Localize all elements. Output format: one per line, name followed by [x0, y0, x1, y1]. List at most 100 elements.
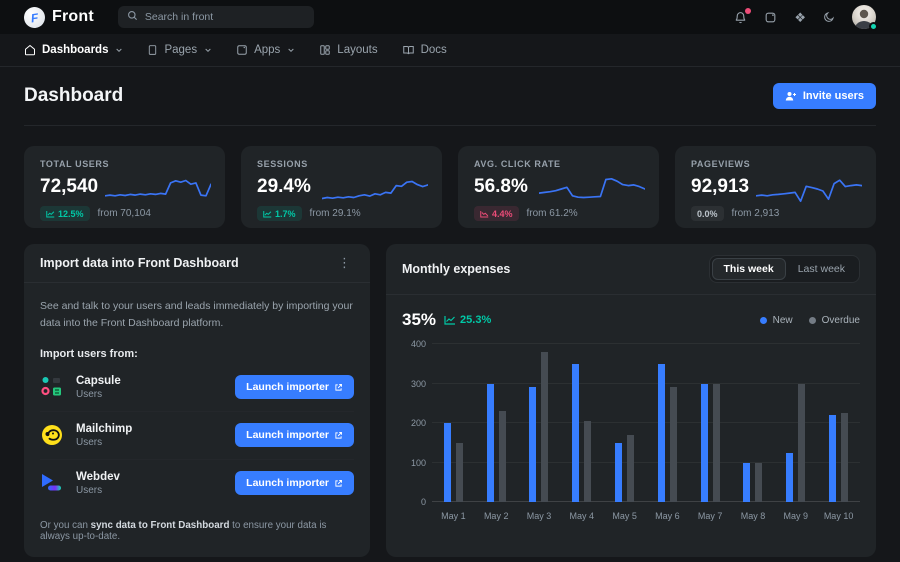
nav-item-dashboards[interactable]: Dashboards: [24, 44, 123, 56]
notifications-bell-icon[interactable]: [734, 11, 747, 24]
bar-new: [487, 384, 494, 503]
activity-panel-icon[interactable]: [764, 11, 777, 24]
legend-item-new[interactable]: New: [760, 315, 793, 326]
bar-new: [786, 453, 793, 502]
trend-badge: 1.7%: [257, 206, 302, 221]
bar-new: [743, 463, 750, 503]
sparkline: [105, 172, 211, 211]
trend-up-icon: [263, 210, 272, 218]
chevron-down-icon: [287, 46, 295, 54]
chevron-down-icon: [204, 46, 212, 54]
stat-card-sessions[interactable]: Sessions 29.4% 1.7% from 29.1%: [241, 146, 442, 228]
stat-label: Pageviews: [691, 159, 860, 169]
import-footer-note: Or you can sync data to Front Dashboard …: [40, 520, 354, 542]
launch-importer-button-webdev[interactable]: Launch importer: [235, 471, 354, 495]
bar-group-may-6: [646, 344, 689, 502]
toggle-this-week[interactable]: This week: [712, 258, 786, 280]
nav-item-layouts[interactable]: Layouts: [319, 44, 377, 56]
bar-new: [572, 364, 579, 502]
trend-badge: 0.0%: [691, 206, 724, 221]
invite-users-button[interactable]: Invite users: [773, 83, 876, 109]
stat-card-click-rate[interactable]: Avg. click rate 56.8% 4.4% from 61.2%: [458, 146, 659, 228]
stats-row: Total users 72,540 12.5% from 70,104 Ses…: [24, 146, 876, 228]
nav-item-apps[interactable]: Apps: [236, 44, 295, 56]
y-axis-tick: 200: [402, 418, 426, 428]
bar-group-may-10: [817, 344, 860, 502]
front-logo-icon: F: [23, 5, 47, 29]
toggle-last-week[interactable]: Last week: [786, 258, 857, 280]
chart-legend: New Overdue: [760, 315, 860, 326]
import-card-description: See and talk to your users and leads imm…: [40, 298, 354, 332]
integration-name: Capsule: [76, 375, 121, 387]
external-link-icon: [334, 431, 343, 440]
bar-chart: 0100200300400 May 1May 2May 3May 4May 5M…: [402, 344, 860, 521]
search-icon: [127, 8, 138, 26]
dark-mode-moon-icon[interactable]: [823, 11, 835, 23]
integration-type: Users: [76, 485, 120, 496]
page-content: Dashboard Invite users Total users 72,54…: [0, 67, 900, 562]
bar-new: [701, 384, 708, 503]
legend-item-overdue[interactable]: Overdue: [809, 315, 860, 326]
main-nav: Dashboards Pages Apps Layouts Docs: [0, 34, 900, 67]
launch-importer-button-mailchimp[interactable]: Launch importer: [235, 423, 354, 447]
x-axis-label: May 1: [432, 511, 475, 521]
expenses-card-title: Monthly expenses: [402, 262, 510, 276]
y-axis-tick: 100: [402, 458, 426, 468]
bar-new: [615, 443, 622, 502]
y-axis-tick: 400: [402, 339, 426, 349]
apps-grid-icon[interactable]: ❖: [794, 11, 806, 24]
bar-overdue: [798, 384, 805, 503]
sparkline: [322, 172, 428, 211]
trend-up-icon: [46, 210, 55, 218]
external-link-icon: [334, 479, 343, 488]
trend-badge: 12.5%: [40, 206, 90, 221]
legend-dot-overdue: [809, 317, 816, 324]
trend-badge: 4.4%: [474, 206, 519, 221]
home-icon: [24, 44, 36, 56]
bar-overdue: [584, 421, 591, 502]
nav-item-docs[interactable]: Docs: [402, 44, 447, 56]
stat-card-total-users[interactable]: Total users 72,540 12.5% from 70,104: [24, 146, 225, 228]
launch-importer-button-capsule[interactable]: Launch importer: [235, 375, 354, 399]
monthly-expenses-card: Monthly expenses This week Last week 35%…: [386, 244, 876, 557]
notification-badge: [745, 8, 751, 14]
webdev-logo-icon: [40, 471, 64, 495]
stat-card-pageviews[interactable]: Pageviews 92,913 0.0% from 2,913: [675, 146, 876, 228]
chevron-down-icon: [115, 46, 123, 54]
sync-data-link[interactable]: sync data to Front Dashboard: [91, 520, 230, 531]
x-axis-label: May 2: [475, 511, 518, 521]
search-input[interactable]: [145, 11, 305, 23]
import-row-capsule: Capsule Users Launch importer: [40, 364, 354, 412]
docs-book-icon: [402, 44, 415, 56]
user-avatar[interactable]: [852, 5, 876, 29]
online-status-dot: [869, 22, 878, 31]
stat-label: Sessions: [257, 159, 426, 169]
bar-series: [432, 344, 860, 502]
bar-new: [444, 423, 451, 502]
x-axis-label: May 7: [689, 511, 732, 521]
sparkline: [539, 172, 645, 211]
expenses-change: 25.3%: [444, 314, 491, 326]
kebab-menu-icon[interactable]: ⋮: [336, 255, 354, 271]
bar-group-may-7: [689, 344, 732, 502]
y-axis-tick: 0: [402, 497, 426, 507]
integration-type: Users: [76, 389, 121, 400]
bar-overdue: [541, 352, 548, 502]
x-axis-labels: May 1May 2May 3May 4May 5May 6May 7May 8…: [432, 511, 860, 521]
week-toggle: This week Last week: [709, 255, 860, 283]
nav-item-pages[interactable]: Pages: [147, 44, 212, 56]
x-axis-label: May 8: [732, 511, 775, 521]
brand-logo[interactable]: F Front: [24, 7, 94, 28]
bar-new: [658, 364, 665, 502]
bar-group-may-4: [560, 344, 603, 502]
import-data-card: Import data into Front Dashboard ⋮ See a…: [24, 244, 370, 557]
search-bar[interactable]: [118, 6, 314, 28]
bar-group-may-8: [732, 344, 775, 502]
app-window-icon: [236, 44, 248, 56]
bar-overdue: [670, 387, 677, 502]
x-axis-label: May 6: [646, 511, 689, 521]
bar-group-may-3: [518, 344, 561, 502]
bar-overdue: [499, 411, 506, 502]
integration-type: Users: [76, 437, 132, 448]
bar-new: [529, 387, 536, 502]
